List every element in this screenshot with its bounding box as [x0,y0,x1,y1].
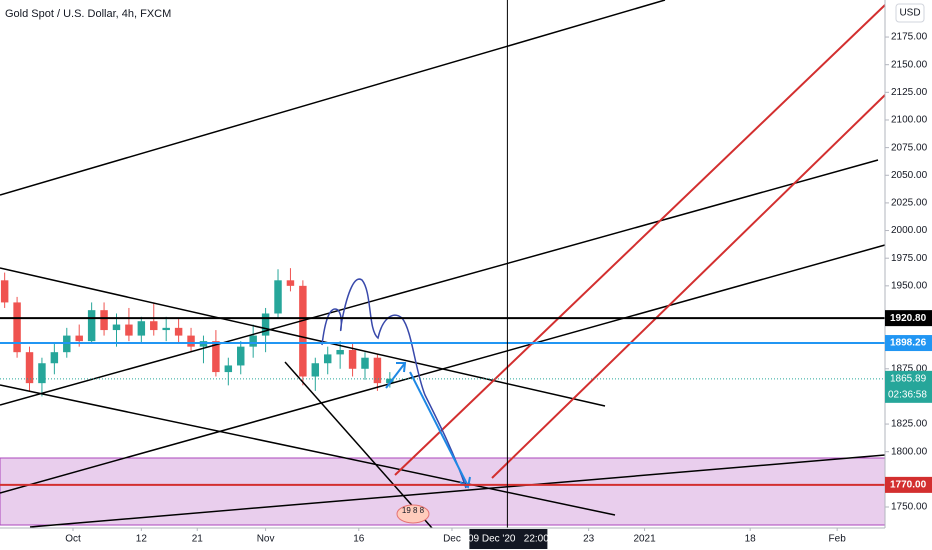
y-tick-label: 1750.00 [891,502,928,513]
y-tick-label: 2175.00 [891,32,928,43]
last-price-label: 1865.89 [890,373,927,384]
candle-body [311,363,320,377]
projection-path [321,278,467,489]
price-tag [885,476,932,493]
last-price-tag [885,370,932,403]
trend-line [284,361,433,529]
candle-body [336,349,344,355]
x-tick-label: Dec [443,534,461,545]
candle-body [125,324,133,336]
candle-body [50,352,59,364]
y-tick-label: 2075.00 [891,142,928,153]
trend-lines [0,0,886,529]
candle-body [373,357,382,384]
y-tick-label: 2125.00 [891,87,928,98]
candle-body [150,321,158,331]
price-axis [885,0,932,550]
arrows [385,362,471,489]
channel-lines [394,4,886,479]
candle-body [75,335,83,342]
countdown-label: 02:36:58 [888,389,927,400]
y-tick-label: 1875.00 [891,363,928,374]
arrow-head [459,476,471,489]
candle-body [249,335,257,347]
x-tick-label: 23 [583,534,595,545]
y-tick-label: 1800.00 [891,446,928,457]
candle-body [0,280,9,303]
crosshair-label: 09 Dec '20 22:00 [468,534,549,545]
candle-body [174,327,183,336]
candle-body [323,354,332,364]
candle-body [224,365,233,373]
y-tick-label: 2150.00 [891,59,928,70]
candle-body [286,280,295,286]
trend-line [0,384,616,516]
candle-body [13,302,21,353]
y-tick-label: 1950.00 [891,280,928,291]
x-tick-label: 2021 [633,534,656,545]
y-tick-label: 2000.00 [891,225,928,236]
y-tick-label: 2050.00 [891,170,928,181]
x-tick-label: Oct [65,534,81,545]
x-tick-label: Feb [829,534,847,545]
badge-shape [396,504,430,524]
hand-drawing [321,278,467,489]
y-tick-label: 1825.00 [891,419,928,430]
crosshair-tag [469,529,548,549]
trend-line [0,267,606,407]
trend-line [0,0,666,196]
price-tag-label: 1920.80 [890,313,927,324]
arrow [385,362,406,389]
candle-body [299,285,307,377]
y-tick-label: 2025.00 [891,198,928,209]
currency-button[interactable] [895,3,925,23]
x-tick-label: Nov [257,534,275,545]
candle-body [386,378,394,384]
y-tick-label: 1975.00 [891,253,928,264]
y-tick-label: 2100.00 [891,115,928,126]
chart-title: Gold Spot / U.S. Dollar, 4h, FXCM [5,8,171,20]
candle-body [87,310,96,342]
x-tick-label: 21 [192,534,204,545]
x-tick-label: 12 [136,534,148,545]
candle-body [112,324,121,331]
candle-body [38,363,46,384]
candle-body [212,341,220,373]
candle-body [25,352,34,384]
candle-body [237,346,245,366]
candle-body [348,349,357,369]
candle-body [162,327,170,331]
arrow-head [396,362,407,373]
badge-label: 19 8 8 [402,506,425,515]
currency-label[interactable]: USD [899,8,920,19]
candle-body [187,335,195,347]
price-tag [885,310,932,327]
candle-body [137,321,146,336]
arrow [409,371,469,487]
trend-line [0,159,879,406]
badge: 19 8 8 [396,504,430,524]
candle-body [100,310,108,331]
channel-line [491,94,886,479]
channel-line [394,4,886,476]
x-tick-label: 16 [353,534,365,545]
range-zone [0,457,886,526]
candle-body [261,313,270,336]
candle-body [361,357,369,369]
price-tag-label: 1770.00 [890,480,927,491]
x-tick-label: 18 [745,534,757,545]
plot-area [0,268,394,397]
price-tag-label: 1898.26 [890,338,927,349]
trend-line [29,454,886,528]
price-tag [885,335,932,352]
candle-body [274,280,282,314]
time-axis [0,528,885,550]
